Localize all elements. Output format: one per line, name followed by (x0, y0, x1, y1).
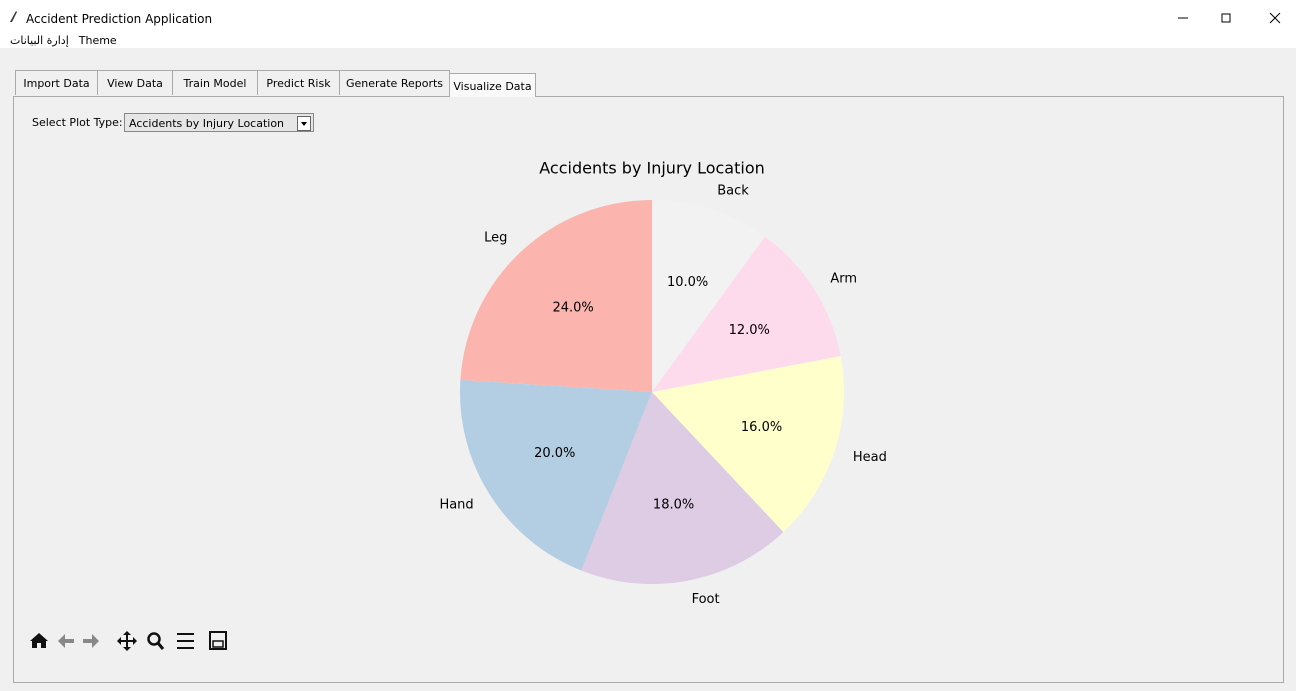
configure-button[interactable] (177, 633, 194, 649)
slice-percent: 12.0% (729, 323, 770, 338)
home-button[interactable] (30, 633, 48, 648)
dropdown-arrow[interactable] (297, 116, 311, 131)
tab[interactable]: Train Model (172, 70, 258, 95)
save-icon-part (212, 640, 224, 648)
close[interactable] (1269, 12, 1281, 24)
slice-percent: 10.0% (667, 275, 708, 290)
tab[interactable]: View Data (97, 70, 173, 95)
restore[interactable] (1221, 13, 1231, 23)
zoom-button[interactable] (147, 632, 161, 646)
slice-label: Arm (830, 271, 857, 286)
slice-percent: 24.0% (552, 301, 593, 316)
menu-item[interactable]: Theme (78, 34, 117, 47)
tab[interactable]: Predict Risk (257, 70, 340, 95)
window-controls[interactable] (1176, 0, 1296, 34)
pie-slice (652, 356, 845, 532)
window-title: Accident Prediction Application (26, 12, 213, 26)
pie-slice (652, 236, 841, 392)
forward-button[interactable] (83, 634, 99, 648)
pie-slice (460, 200, 652, 392)
pie-slice (581, 392, 784, 585)
slice-percent: 16.0% (741, 420, 782, 435)
zoom-handle (156, 642, 165, 650)
tab-panel (13, 96, 1284, 683)
app-icon (10, 11, 17, 22)
dropdown-value: Accidents by Injury Location (129, 117, 285, 130)
tab-selected[interactable]: Visualize Data (449, 73, 536, 97)
title-bar: Accident Prediction Application (0, 0, 1296, 34)
slice-label: Leg (484, 231, 507, 246)
slice-label: Foot (692, 592, 720, 607)
chart-title: Accidents by Injury Location (539, 159, 765, 178)
save-button[interactable] (209, 631, 227, 650)
slice-percent: 20.0% (534, 446, 575, 461)
menu-bar: إدارة البيانات Theme (0, 34, 1296, 48)
plot-type-dropdown[interactable]: Accidents by Injury Location (124, 113, 314, 132)
slice-label: Hand (439, 498, 473, 513)
pan-button[interactable] (117, 631, 137, 651)
menu-item[interactable]: إدارة البيانات (10, 34, 69, 47)
tab[interactable]: Generate Reports (339, 70, 450, 95)
plot-type-label: Select Plot Type: (32, 116, 123, 129)
slice-label: Head (853, 450, 887, 465)
slice-label: Back (717, 184, 749, 199)
pie-slice (652, 200, 765, 392)
toolbar[interactable] (30, 631, 227, 651)
back-button[interactable] (58, 634, 74, 648)
pie-slice (460, 379, 652, 571)
slice-percent: 18.0% (653, 498, 694, 513)
arrow-icon (301, 122, 307, 126)
tab[interactable]: Import Data (15, 70, 98, 95)
